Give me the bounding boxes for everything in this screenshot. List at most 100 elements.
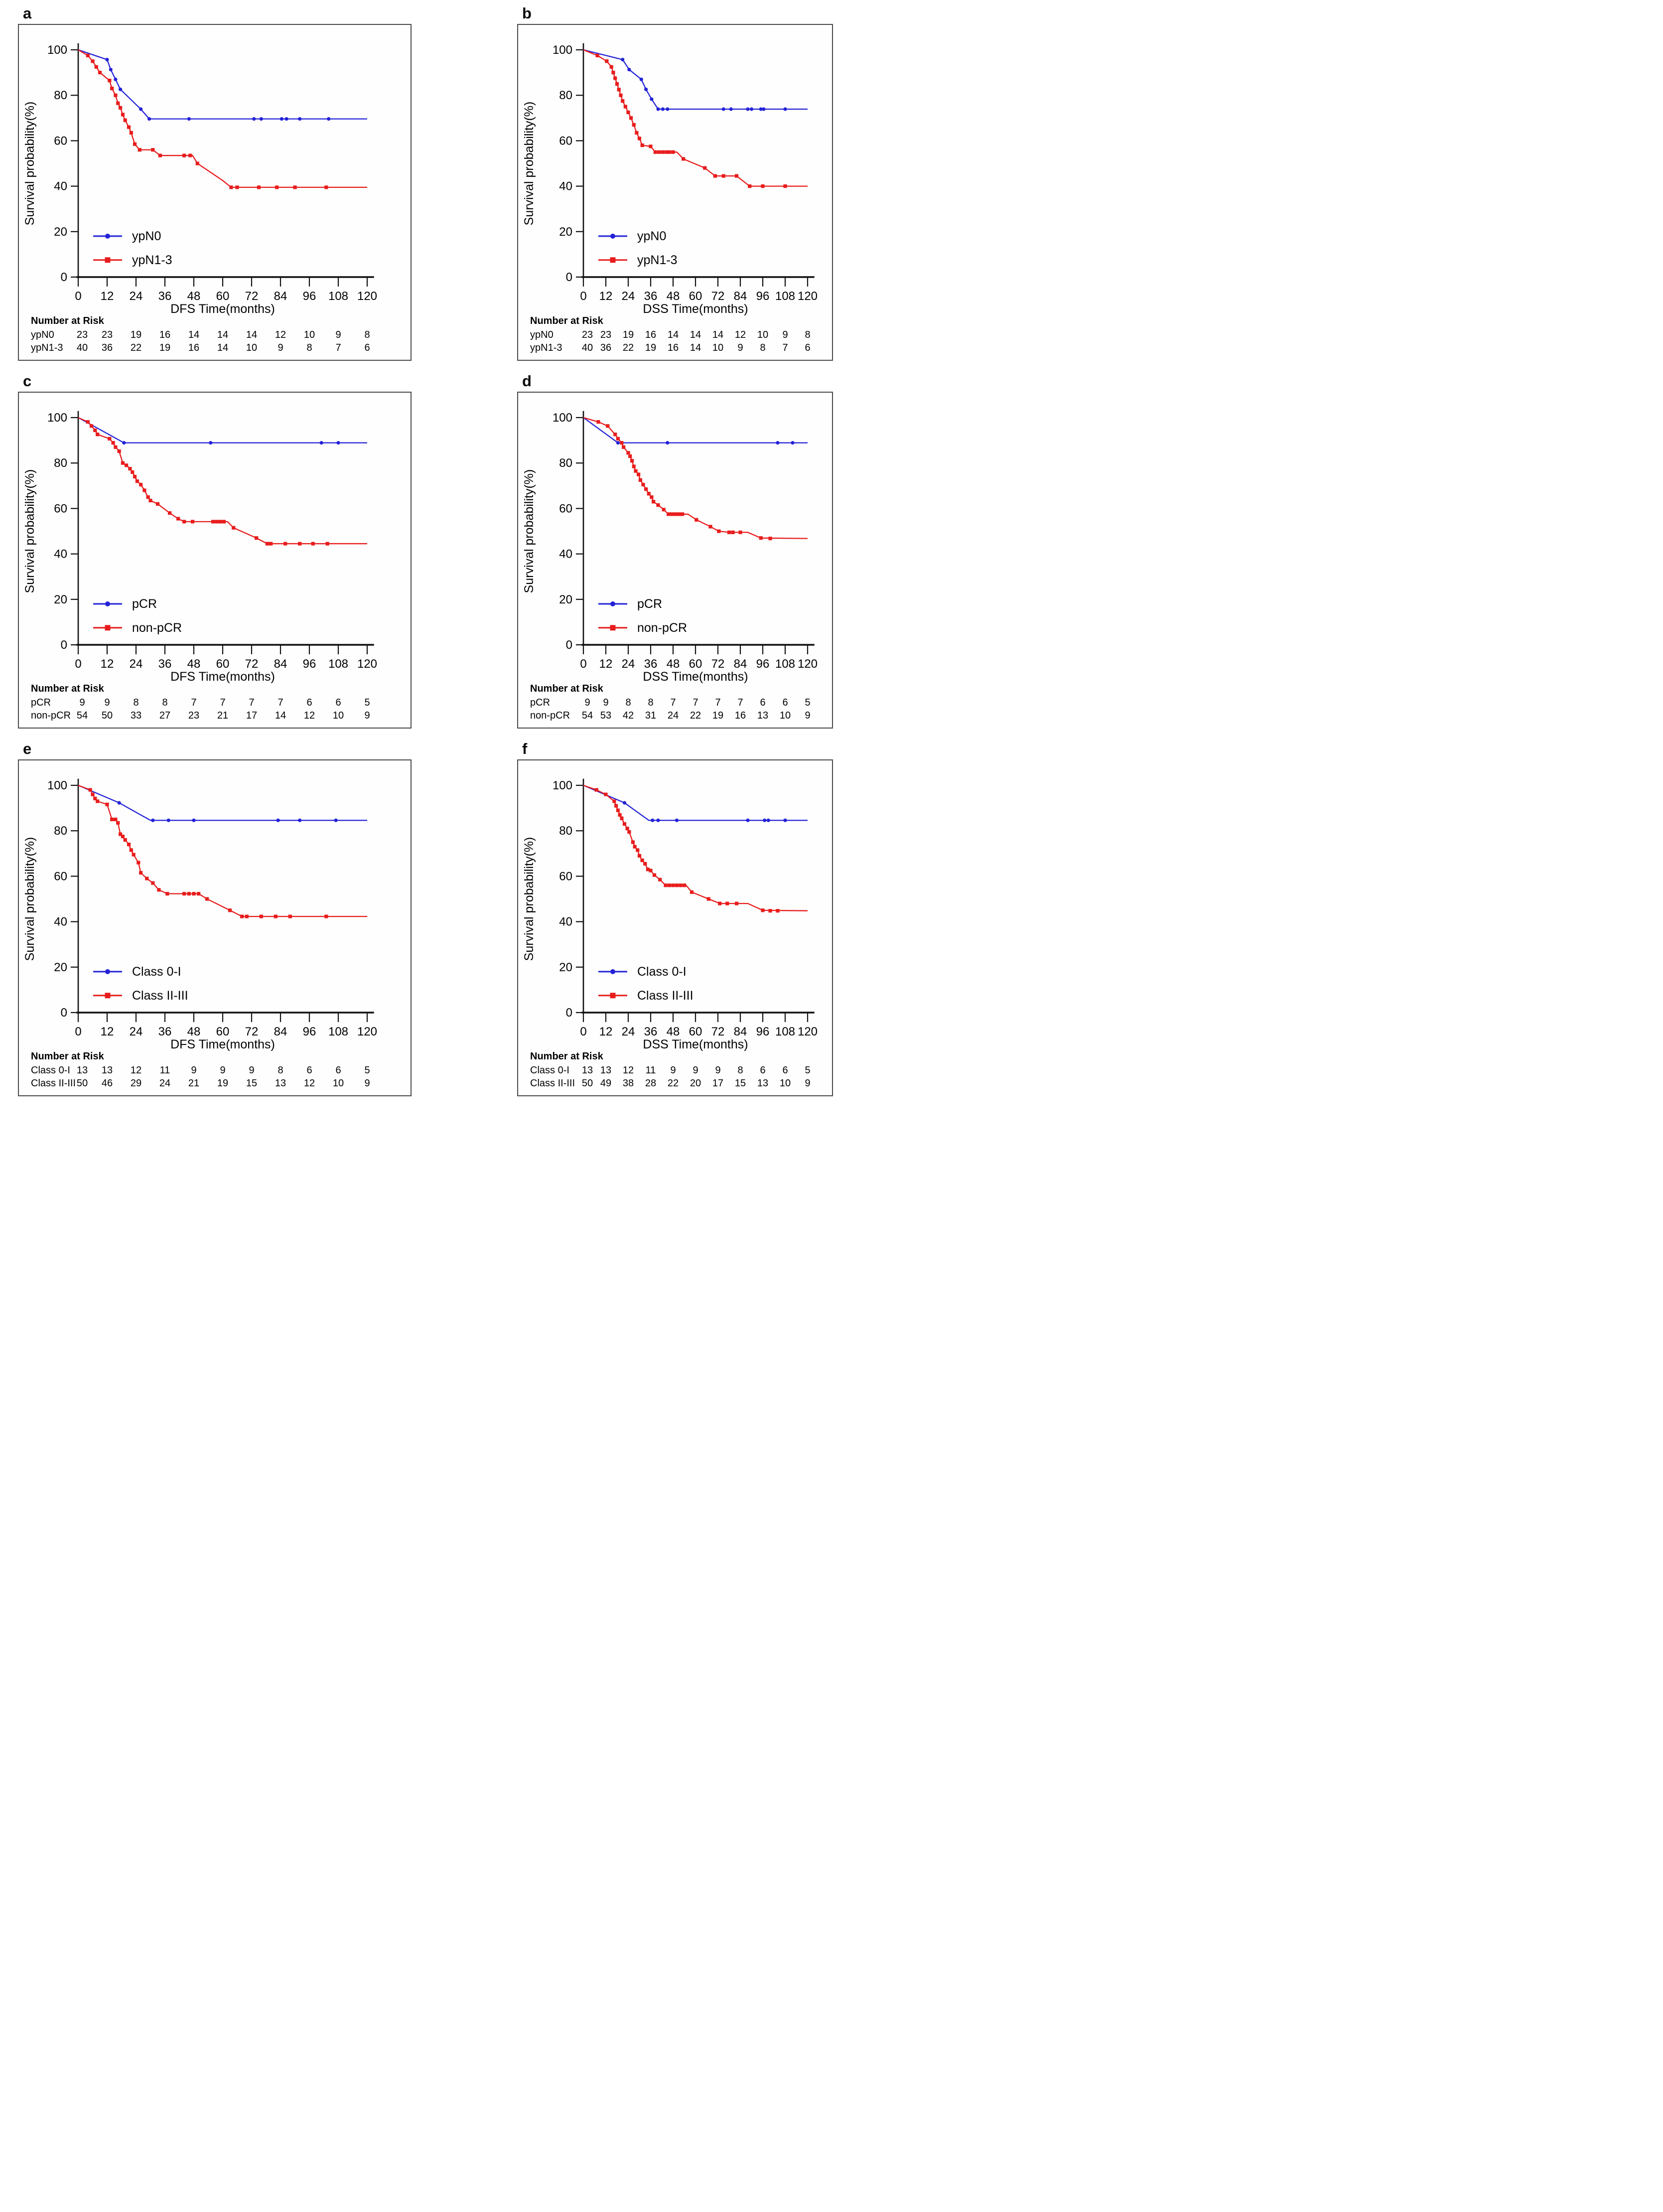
series-line-Class 0-I	[78, 784, 367, 821]
risk-count: 46	[102, 1078, 113, 1089]
risk-count: 10	[333, 710, 344, 721]
data-point-marker	[139, 871, 143, 875]
risk-count: 9	[364, 710, 370, 721]
data-point-marker	[138, 148, 141, 152]
data-point-marker	[118, 87, 123, 91]
y-tick-label: 40	[559, 548, 572, 561]
x-axis-title: DSS Time(months)	[643, 670, 748, 684]
panel-e: e 0 20 40 60 80 100 0 12 24 36 48 60 72 84 96 108 120 DFS …	[18, 740, 412, 1096]
x-tick-label: 108	[328, 1025, 348, 1038]
risk-count: 19	[159, 342, 170, 353]
data-point-marker	[133, 474, 137, 479]
risk-count: 13	[757, 1078, 768, 1089]
risk-count: 12	[131, 1065, 141, 1076]
x-tick-label: 24	[130, 290, 143, 303]
legend: Class 0-I Class II-III	[598, 965, 693, 1003]
data-point-marker	[721, 107, 725, 111]
data-point-marker	[595, 53, 599, 57]
risk-table-header: Number at Risk	[530, 315, 604, 326]
panel-box-a: 0 20 40 60 80 100 0 12 24 36 48 60 72 84 96 108 120 DFS T…	[18, 24, 412, 361]
risk-row-label: ypN1-3	[31, 342, 63, 353]
risk-count: 6	[782, 697, 788, 708]
data-point-marker	[228, 908, 232, 912]
data-point-marker	[125, 463, 129, 467]
risk-count: 14	[217, 329, 228, 340]
data-point-marker	[211, 520, 215, 524]
legend-circle-marker	[610, 601, 615, 606]
risk-count: 6	[306, 697, 312, 708]
x-tick-label: 84	[274, 1025, 287, 1038]
data-point-marker	[93, 796, 97, 801]
data-point-marker	[187, 117, 191, 121]
x-tick-label: 24	[622, 657, 635, 671]
data-point-marker	[682, 157, 686, 161]
risk-count: 13	[77, 1065, 88, 1076]
risk-row-label: Class 0-I	[31, 1065, 70, 1076]
risk-count: 21	[217, 710, 228, 721]
data-point-marker	[91, 792, 95, 796]
x-tick-label: 12	[599, 290, 613, 303]
series-pCR	[78, 417, 367, 445]
data-point-marker	[629, 116, 633, 120]
x-tick-label: 12	[101, 657, 114, 671]
risk-count: 14	[188, 329, 199, 340]
x-axis-title: DFS Time(months)	[170, 670, 275, 684]
data-point-marker	[616, 808, 620, 812]
y-tick-label: 60	[559, 870, 572, 883]
data-point-marker	[643, 862, 647, 866]
data-point-marker	[197, 891, 201, 896]
risk-count: 13	[600, 1065, 611, 1076]
risk-count: 9	[79, 697, 85, 708]
km-survival-figure: a 0 20 40 60 80 100 0 12 24 36 48 60 72 84 96 108 120 DFS …	[0, 0, 833, 1106]
legend-label-Class 0-I: Class 0-I	[637, 965, 687, 979]
data-point-marker	[656, 818, 660, 822]
data-point-marker	[229, 185, 233, 189]
legend-label-pCR: pCR	[637, 597, 662, 611]
x-tick-label: 24	[130, 1025, 143, 1038]
risk-count: 6	[335, 1065, 341, 1076]
risk-count: 14	[690, 342, 701, 353]
panel-letter-c: c	[23, 372, 32, 390]
data-point-marker	[616, 437, 620, 441]
panel-a: a 0 20 40 60 80 100 0 12 24 36 48 60 72 84 96 108 120 DFS …	[18, 5, 412, 361]
y-axis-title: Survival probability(%)	[23, 102, 37, 226]
x-tick-label: 12	[101, 1025, 114, 1038]
risk-count: 8	[648, 697, 653, 708]
risk-count: 14	[712, 329, 723, 340]
y-tick-label: 0	[566, 638, 572, 652]
risk-count: 23	[77, 329, 88, 340]
data-point-marker	[235, 185, 239, 189]
x-tick-label: 36	[644, 1025, 658, 1038]
data-point-marker	[675, 818, 679, 822]
data-point-marker	[148, 498, 152, 503]
x-axis-title: DFS Time(months)	[170, 302, 275, 316]
risk-count: 12	[735, 329, 746, 340]
data-point-marker	[117, 801, 121, 805]
data-point-marker	[628, 454, 632, 458]
risk-table: Number at Risk Class 0-I 13 13 12 11 9 9 9 8 6 6 5 Cl…	[530, 1051, 811, 1089]
data-point-marker	[615, 82, 619, 86]
y-tick-label: 80	[559, 824, 572, 838]
y-tick-label: 0	[61, 271, 67, 284]
risk-count: 6	[306, 1065, 312, 1076]
risk-count: 6	[760, 1065, 765, 1076]
data-point-marker	[622, 801, 627, 805]
y-tick-label: 20	[54, 593, 67, 606]
data-point-marker	[759, 107, 763, 111]
data-point-marker	[187, 891, 191, 896]
data-point-marker	[151, 881, 155, 885]
risk-count: 7	[335, 342, 341, 353]
data-point-marker	[647, 492, 651, 496]
data-point-marker	[137, 861, 140, 865]
legend-square-marker	[105, 625, 111, 631]
series-line-pCR	[78, 417, 367, 443]
risk-count: 14	[275, 710, 286, 721]
data-point-marker	[168, 511, 172, 515]
legend-square-marker	[610, 257, 616, 263]
legend: Class 0-I Class II-III	[93, 965, 188, 1003]
data-point-marker	[269, 542, 273, 546]
risk-row-label: Class 0-I	[530, 1065, 569, 1076]
y-tick-label: 60	[54, 870, 67, 883]
data-point-marker	[265, 542, 270, 546]
data-point-marker	[762, 107, 766, 111]
